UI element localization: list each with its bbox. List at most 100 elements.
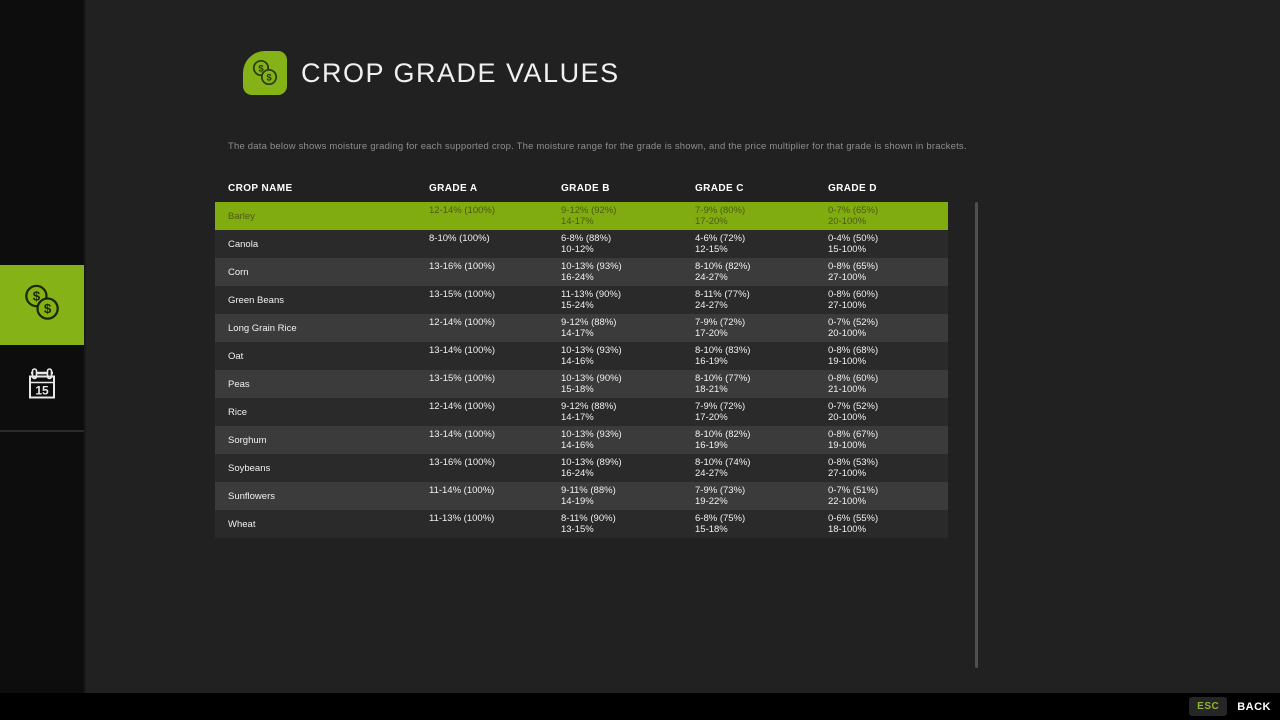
calendar-icon: 15	[20, 363, 64, 412]
crop-name-cell: Soybeans	[228, 462, 271, 474]
table-row[interactable]: Corn 13-16% (100%) 10-13% (93%) 16-24% 8-…	[215, 258, 948, 286]
svg-text:15: 15	[35, 384, 49, 398]
grade-d-cell: 0-8% (60%) 21-100%	[828, 373, 879, 395]
grade-a-cell: 11-13% (100%)	[429, 513, 495, 524]
grade-b-cell: 9-12% (92%) 14-17%	[561, 205, 617, 227]
svg-text:$: $	[44, 301, 52, 316]
grade-b-cell: 11-13% (90%) 15-24%	[561, 289, 622, 311]
grade-d-cell: 0-7% (51%) 22-100%	[828, 485, 879, 507]
crop-name-cell: Green Beans	[228, 294, 284, 306]
grade-a-cell: 13-15% (100%)	[429, 373, 496, 384]
page-header: $ $ CROP GRADE VALUES	[243, 51, 620, 95]
crop-prices-icon: $ $	[243, 51, 287, 95]
table-row[interactable]: Sorghum 13-14% (100%) 10-13% (93%) 14-16%…	[215, 426, 948, 454]
grade-c-cell: 8-10% (74%) 24-27%	[695, 457, 751, 479]
crop-name-cell: Sunflowers	[228, 490, 275, 502]
grade-c-cell: 7-9% (80%) 17-20%	[695, 205, 746, 227]
crop-name-cell: Rice	[228, 406, 248, 418]
table-row[interactable]: Long Grain Rice 12-14% (100%) 9-12% (88%…	[215, 314, 948, 342]
grade-c-cell: 7-9% (73%) 19-22%	[695, 485, 746, 507]
table-row[interactable]: Barley 12-14% (100%) 9-12% (92%) 14-17% 7…	[215, 202, 948, 230]
grade-a-cell: 13-16% (100%)	[429, 457, 496, 468]
sidebar: $ $ 15	[0, 0, 91, 693]
crop-name-cell: Barley	[228, 210, 255, 222]
svg-text:$: $	[266, 72, 272, 83]
crop-name-cell: Canola	[228, 238, 259, 250]
grade-a-cell: 12-14% (100%)	[429, 317, 496, 328]
grade-c-cell: 7-9% (72%) 17-20%	[695, 317, 746, 339]
grade-c-cell: 8-10% (77%) 18-21%	[695, 373, 751, 395]
grade-a-cell: 11-14% (100%)	[429, 485, 495, 496]
table-row[interactable]: Canola 8-10% (100%) 6-8% (88%) 10-12% 4-6…	[215, 230, 948, 258]
svg-text:$: $	[33, 288, 41, 303]
grade-a-cell: 12-14% (100%)	[429, 205, 496, 216]
table-row[interactable]: Green Beans 13-15% (100%) 11-13% (90%) 15…	[215, 286, 948, 314]
main-panel: $ $ CROP GRADE VALUES The data below sho…	[84, 0, 1280, 693]
bottom-bar: ESC BACK	[0, 693, 1280, 720]
grade-d-cell: 0-8% (68%) 19-100%	[828, 345, 879, 367]
grade-d-cell: 0-7% (52%) 20-100%	[828, 317, 879, 339]
grade-b-cell: 8-11% (90%) 13-15%	[561, 513, 616, 535]
table-row[interactable]: Peas 13-15% (100%) 10-13% (90%) 15-18% 8-…	[215, 370, 948, 398]
grade-b-cell: 10-13% (93%) 14-16%	[561, 345, 622, 367]
grade-a-cell: 13-14% (100%)	[429, 429, 496, 440]
grade-c-cell: 4-6% (72%) 12-15%	[695, 233, 746, 255]
table-row[interactable]: Rice 12-14% (100%) 9-12% (88%) 14-17% 7-9…	[215, 398, 948, 426]
header-grade-d: GRADE D	[828, 183, 877, 194]
back-button[interactable]: BACK	[1237, 700, 1271, 713]
crop-name-cell: Corn	[228, 266, 249, 278]
table-row[interactable]: Oat 13-14% (100%) 10-13% (93%) 14-16% 8-1…	[215, 342, 948, 370]
grade-a-cell: 13-15% (100%)	[429, 289, 496, 300]
crop-grade-table: CROP NAME GRADE A GRADE B GRADE C GRADE …	[215, 183, 948, 538]
grade-b-cell: 9-12% (88%) 14-17%	[561, 401, 617, 423]
grade-c-cell: 8-10% (82%) 24-27%	[695, 261, 751, 283]
grade-c-cell: 7-9% (72%) 17-20%	[695, 401, 746, 423]
table-body: Barley 12-14% (100%) 9-12% (92%) 14-17% 7…	[215, 202, 948, 538]
crop-name-cell: Oat	[228, 350, 244, 362]
table-header-row: CROP NAME GRADE A GRADE B GRADE C GRADE …	[215, 183, 948, 202]
grade-a-cell: 13-16% (100%)	[429, 261, 496, 272]
coins-icon: $ $	[21, 282, 63, 329]
grade-a-cell: 8-10% (100%)	[429, 233, 490, 244]
grade-b-cell: 10-13% (93%) 16-24%	[561, 261, 622, 283]
grade-c-cell: 6-8% (75%) 15-18%	[695, 513, 746, 535]
grade-d-cell: 0-7% (52%) 20-100%	[828, 401, 879, 423]
crop-name-cell: Wheat	[228, 518, 256, 530]
grade-b-cell: 9-12% (88%) 14-17%	[561, 317, 617, 339]
grade-c-cell: 8-10% (83%) 16-19%	[695, 345, 751, 367]
sidebar-item-calendar[interactable]: 15	[0, 345, 84, 430]
grade-d-cell: 0-6% (55%) 18-100%	[828, 513, 879, 535]
page-title: CROP GRADE VALUES	[301, 57, 620, 88]
table-row[interactable]: Wheat 11-13% (100%) 8-11% (90%) 13-15% 6-…	[215, 510, 948, 538]
sidebar-item-prices[interactable]: $ $	[0, 265, 91, 345]
grade-a-cell: 13-14% (100%)	[429, 345, 496, 356]
header-grade-a: GRADE A	[429, 183, 478, 194]
grade-c-cell: 8-10% (82%) 16-19%	[695, 429, 751, 451]
crop-name-cell: Sorghum	[228, 434, 267, 446]
grade-d-cell: 0-8% (65%) 27-100%	[828, 261, 879, 283]
grade-b-cell: 6-8% (88%) 10-12%	[561, 233, 612, 255]
grade-c-cell: 8-11% (77%) 24-27%	[695, 289, 750, 311]
grade-d-cell: 0-8% (67%) 19-100%	[828, 429, 879, 451]
table-row[interactable]: Soybeans 13-16% (100%) 10-13% (89%) 16-24…	[215, 454, 948, 482]
grade-a-cell: 12-14% (100%)	[429, 401, 496, 412]
grade-b-cell: 9-11% (88%) 14-19%	[561, 485, 616, 507]
sidebar-divider	[0, 430, 84, 432]
esc-key-button[interactable]: ESC	[1189, 697, 1228, 716]
page-description: The data below shows moisture grading fo…	[228, 141, 967, 152]
grade-b-cell: 10-13% (90%) 15-18%	[561, 373, 622, 395]
crop-name-cell: Peas	[228, 378, 250, 390]
table-row[interactable]: Sunflowers 11-14% (100%) 9-11% (88%) 14-1…	[215, 482, 948, 510]
grade-b-cell: 10-13% (93%) 14-16%	[561, 429, 622, 451]
header-grade-c: GRADE C	[695, 183, 744, 194]
vertical-scrollbar[interactable]	[975, 202, 978, 668]
grade-d-cell: 0-7% (65%) 20-100%	[828, 205, 879, 227]
svg-text:$: $	[258, 63, 264, 74]
grade-b-cell: 10-13% (89%) 16-24%	[561, 457, 622, 479]
header-crop-name: CROP NAME	[228, 183, 293, 194]
header-grade-b: GRADE B	[561, 183, 610, 194]
grade-d-cell: 0-8% (53%) 27-100%	[828, 457, 879, 479]
grade-d-cell: 0-8% (60%) 27-100%	[828, 289, 879, 311]
crop-name-cell: Long Grain Rice	[228, 322, 297, 334]
